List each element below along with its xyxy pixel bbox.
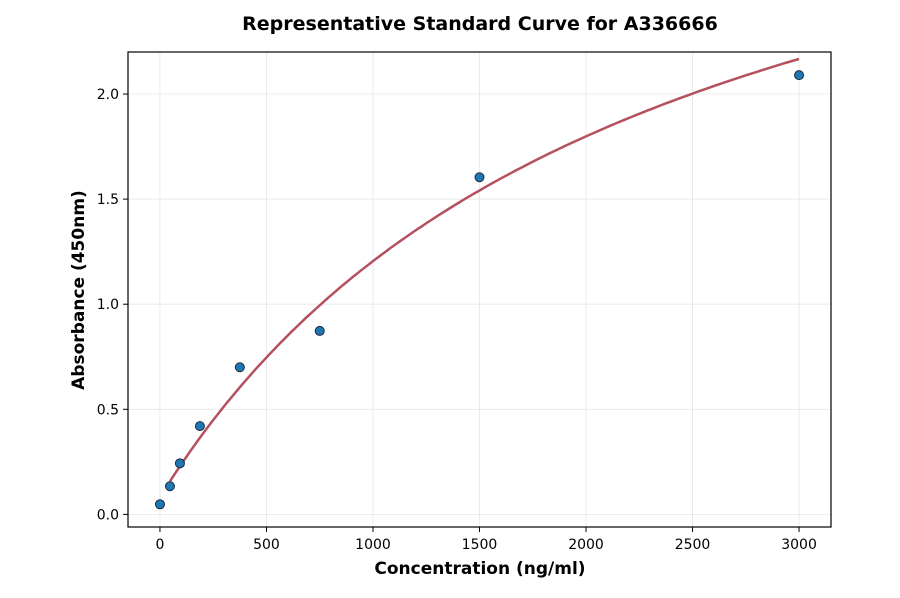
data-point xyxy=(474,172,485,183)
y-tick-label: 2.0 xyxy=(97,87,119,103)
y-tick-label: 0.0 xyxy=(97,507,119,523)
x-tick-label: 2000 xyxy=(568,537,604,553)
plot-frame xyxy=(127,51,832,528)
y-tick-label: 1.0 xyxy=(97,297,119,313)
chart-title: Representative Standard Curve for A33666… xyxy=(242,13,718,35)
x-tick-label: 2500 xyxy=(675,537,711,553)
data-point xyxy=(314,325,325,336)
fit-curve xyxy=(168,57,800,482)
x-tick-label: 500 xyxy=(253,537,280,553)
x-tick-label: 3000 xyxy=(781,537,817,553)
x-tick-label: 1000 xyxy=(355,537,391,553)
y-axis-label: Absorbance (450nm) xyxy=(69,190,89,390)
data-point xyxy=(164,481,175,492)
x-axis-label: Concentration (ng/ml) xyxy=(374,559,585,579)
data-point xyxy=(234,362,245,373)
data-point xyxy=(174,458,185,469)
data-point xyxy=(794,70,805,81)
y-tick-label: 1.5 xyxy=(97,192,119,208)
data-point xyxy=(154,499,165,510)
y-tick-label: 0.5 xyxy=(97,402,119,418)
x-tick-label: 1500 xyxy=(462,537,498,553)
x-tick-label: 0 xyxy=(155,537,164,553)
data-point xyxy=(194,421,205,432)
